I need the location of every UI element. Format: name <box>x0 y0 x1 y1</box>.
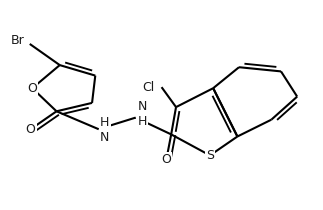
Text: O: O <box>27 82 37 95</box>
Text: Br: Br <box>11 34 25 47</box>
Text: H
N: H N <box>100 116 109 144</box>
Text: O: O <box>26 123 36 136</box>
Text: S: S <box>206 149 214 162</box>
Text: N
H: N H <box>137 100 147 129</box>
Text: Cl: Cl <box>142 81 155 94</box>
Text: O: O <box>162 153 171 166</box>
